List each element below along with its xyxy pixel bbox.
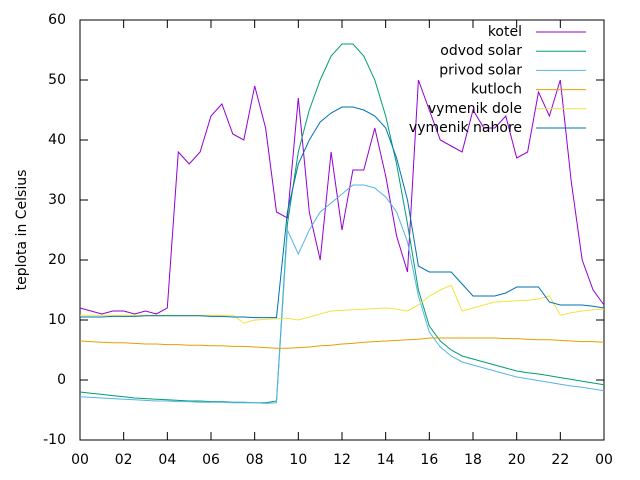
y-tick-label: -10 xyxy=(43,432,66,448)
x-tick-label: 12 xyxy=(333,452,351,468)
x-tick-label: 10 xyxy=(289,452,307,468)
y-tick-label: 10 xyxy=(48,312,66,328)
legend-label: vymenik dole xyxy=(428,101,522,117)
series-line xyxy=(79,79,605,315)
legend-label: privod solar xyxy=(439,62,522,78)
y-axis-label: teplota in Celsius xyxy=(14,170,30,291)
x-tick-label: 02 xyxy=(115,452,133,468)
x-tick-label: 18 xyxy=(464,452,482,468)
x-tick-label: 00 xyxy=(71,452,89,468)
x-tick-label: 06 xyxy=(202,452,220,468)
x-tick-label: 16 xyxy=(420,452,438,468)
series-line xyxy=(79,43,605,404)
series-line xyxy=(79,337,605,349)
legend-label: kotel xyxy=(488,24,522,40)
y-tick-label: 20 xyxy=(48,252,66,268)
y-tick-label: 60 xyxy=(48,12,66,28)
y-tick-label: 50 xyxy=(48,72,66,88)
x-tick-label: 08 xyxy=(246,452,264,468)
x-tick-label: 04 xyxy=(158,452,176,468)
legend-label: vymenik nahore xyxy=(409,120,522,136)
legend-label: odvod solar xyxy=(440,43,522,59)
series-line xyxy=(80,106,605,319)
y-tick-label: 0 xyxy=(57,372,66,388)
x-tick-label: 20 xyxy=(508,452,526,468)
y-tick-label: 30 xyxy=(48,192,66,208)
x-tick-label: 14 xyxy=(377,452,395,468)
series-line xyxy=(79,184,605,404)
x-tick-label: 22 xyxy=(551,452,569,468)
legend-label: kutloch xyxy=(471,82,522,98)
x-tick-label: 00 xyxy=(595,452,613,468)
series-line xyxy=(80,284,605,324)
y-tick-label: 40 xyxy=(48,132,66,148)
